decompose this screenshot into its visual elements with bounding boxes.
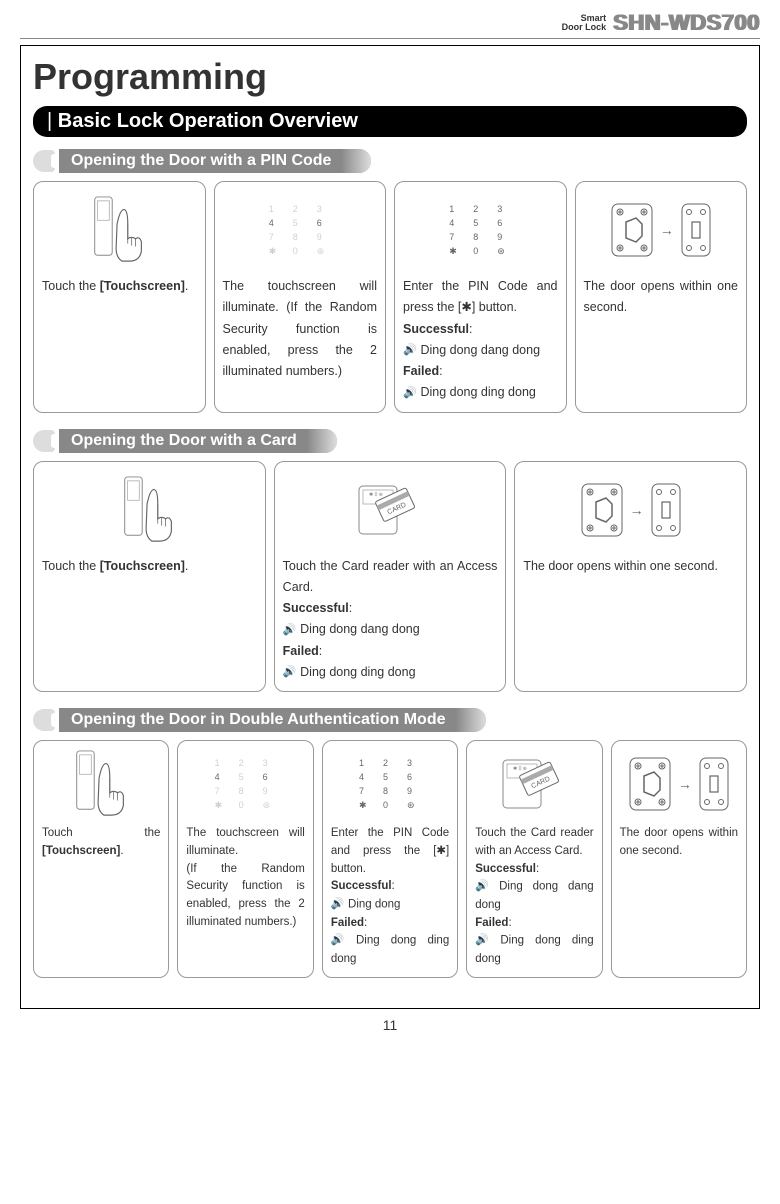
step-illustration <box>42 190 197 270</box>
steps-row: Touch the [Touchscreen]. 123456789✱0⊛ The … <box>33 740 747 978</box>
content-frame: Programming Basic Lock Operation Overvie… <box>20 45 760 1009</box>
steps-row: Touch the [Touchscreen]. Touch the Card r… <box>33 461 747 693</box>
step-box: Touch the [Touchscreen]. <box>33 181 206 413</box>
step-text: The door opens within one second. <box>620 825 738 861</box>
sound-icon: 🔊 <box>475 878 489 895</box>
page-number: 11 <box>20 1017 760 1033</box>
bullet-icon <box>33 430 55 452</box>
sound-icon: 🔊 <box>403 384 417 403</box>
sound-icon: 🔊 <box>283 663 297 682</box>
step-illustration: → <box>584 190 739 270</box>
page-title: Programming <box>33 56 747 98</box>
brand-label: Smart Door Lock <box>562 14 607 32</box>
sound-icon: 🔊 <box>283 621 297 640</box>
step-box: Touch the [Touchscreen]. <box>33 461 266 693</box>
step-box: 123456789✱0⊛ The touchscreen will illumin… <box>177 740 313 978</box>
step-box: 123456789✱0⊛ The touchscreen will illumin… <box>214 181 387 413</box>
step-text: Touch the [Touchscreen]. <box>42 556 257 577</box>
subsection-header: Opening the Door with a PIN Code <box>33 149 747 173</box>
step-illustration <box>283 470 498 550</box>
step-text: Touch the Card reader with an Access Car… <box>283 556 498 684</box>
step-text: The door opens within one second. <box>584 276 739 319</box>
step-box: → The door opens within one second. <box>575 181 748 413</box>
sound-icon: 🔊 <box>331 932 345 949</box>
sound-icon: 🔊 <box>403 341 417 360</box>
steps-row: Touch the [Touchscreen]. 123456789✱0⊛ The … <box>33 181 747 413</box>
step-text: The door opens within one second. <box>523 556 738 577</box>
step-illustration <box>475 749 593 819</box>
step-box: Touch the Card reader with an Access Car… <box>466 740 602 978</box>
subsection-title: Opening the Door with a Card <box>59 429 337 453</box>
step-text: Enter the PIN Code and press the [✱] but… <box>403 276 558 404</box>
bullet-icon <box>33 709 55 731</box>
bullet-icon <box>33 150 55 172</box>
step-box: 123456789✱0⊛ Enter the PIN Code and press… <box>394 181 567 413</box>
step-box: → The door opens within one second. <box>514 461 747 693</box>
step-illustration: → <box>620 749 738 819</box>
step-text: The touchscreen will illuminate.(If the … <box>186 825 304 932</box>
section-title: Basic Lock Operation Overview <box>33 106 747 137</box>
brand-line2: Door Lock <box>562 22 607 32</box>
keypad-illustration: 123456789✱0⊛ <box>359 758 421 811</box>
step-illustration: 123456789✱0⊛ <box>331 749 449 819</box>
step-box: Touch the [Touchscreen]. <box>33 740 169 978</box>
step-box: 123456789✱0⊛ Enter the PIN Code and press… <box>322 740 458 978</box>
step-illustration: 123456789✱0⊛ <box>186 749 304 819</box>
sound-icon: 🔊 <box>475 932 489 949</box>
keypad-illustration: 123456789✱0⊛ <box>269 204 331 257</box>
sound-icon: 🔊 <box>331 896 345 913</box>
keypad-illustration: 123456789✱0⊛ <box>215 758 277 811</box>
subsection-header: Opening the Door in Double Authenticatio… <box>33 708 747 732</box>
keypad-illustration: 123456789✱0⊛ <box>449 204 511 257</box>
step-text: Enter the PIN Code and press the [✱] but… <box>331 825 449 969</box>
step-illustration: → <box>523 470 738 550</box>
step-illustration <box>42 470 257 550</box>
step-illustration <box>42 749 160 819</box>
model-number: SHN-WDS700 <box>613 10 760 35</box>
step-box: Touch the Card reader with an Access Car… <box>274 461 507 693</box>
step-text: Touch the [Touchscreen]. <box>42 276 197 297</box>
page-header: Smart Door Lock SHN-WDS700 <box>20 10 760 39</box>
step-illustration: 123456789✱0⊛ <box>223 190 378 270</box>
step-text: The touchscreen will illuminate. (If the… <box>223 276 378 382</box>
step-illustration: 123456789✱0⊛ <box>403 190 558 270</box>
step-text: Touch the Card reader with an Access Car… <box>475 825 593 969</box>
step-text: Touch the [Touchscreen]. <box>42 825 160 861</box>
subsection-title: Opening the Door with a PIN Code <box>59 149 371 173</box>
subsection-header: Opening the Door with a Card <box>33 429 747 453</box>
subsections: Opening the Door with a PIN Code Touch th… <box>33 149 747 978</box>
step-box: → The door opens within one second. <box>611 740 747 978</box>
subsection-title: Opening the Door in Double Authenticatio… <box>59 708 486 732</box>
